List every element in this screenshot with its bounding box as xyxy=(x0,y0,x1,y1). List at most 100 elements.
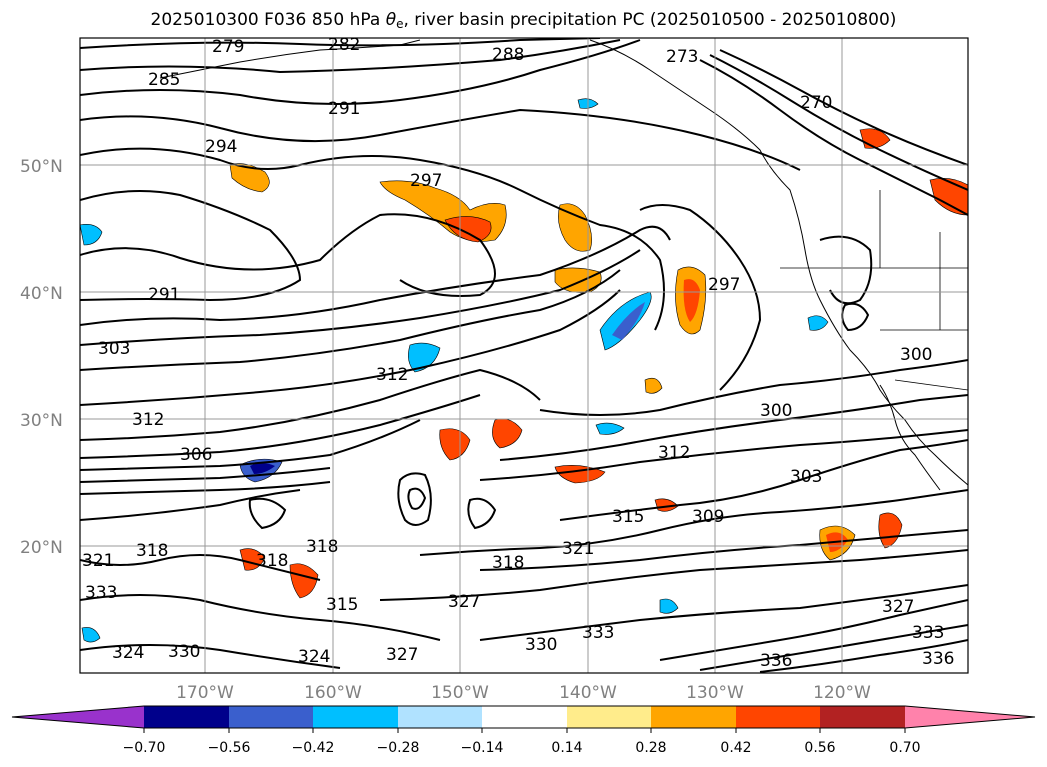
precip-shading xyxy=(80,98,968,643)
precip-patch xyxy=(558,203,592,252)
contour-label: 273 xyxy=(666,47,698,67)
map-border xyxy=(79,37,969,674)
precip-patch xyxy=(81,627,101,643)
lon-label: 150°W xyxy=(431,683,489,703)
contour-label: 318 xyxy=(136,541,168,561)
contour-line xyxy=(80,213,496,297)
contour-line xyxy=(759,639,968,673)
contour-line xyxy=(80,594,441,641)
colorbar-bin xyxy=(651,706,736,728)
colorbar-tick-label: −0.42 xyxy=(292,740,335,756)
contour-line xyxy=(407,487,427,510)
precip-patch xyxy=(644,377,663,394)
contour-label: 327 xyxy=(882,597,914,617)
contour-line xyxy=(659,599,968,661)
contour-line xyxy=(80,249,641,346)
contour-label: 312 xyxy=(132,410,164,430)
contour-line xyxy=(479,584,968,641)
lon-label: 130°W xyxy=(686,683,744,703)
contour-label: 285 xyxy=(148,70,180,90)
colorbar-tick-label: 0.42 xyxy=(720,740,751,756)
lat-label: 40°N xyxy=(20,284,63,304)
colorbar-tick-label: −0.28 xyxy=(377,740,420,756)
contour-line xyxy=(699,624,968,671)
contour-label: 282 xyxy=(328,35,360,55)
precip-patch xyxy=(878,512,903,549)
contour-label: 270 xyxy=(800,93,832,113)
contour-line xyxy=(467,497,497,530)
contour-label: 300 xyxy=(900,345,932,365)
contour-label: 309 xyxy=(692,507,724,527)
contour-label: 333 xyxy=(85,583,117,603)
contour-line xyxy=(379,549,968,601)
colorbar-tick-label: −0.14 xyxy=(461,740,504,756)
colorbar-bin xyxy=(229,706,314,728)
contour-label: 315 xyxy=(326,595,358,615)
colorbar-bin xyxy=(398,706,483,728)
precip-patch xyxy=(683,279,700,322)
contour-label: 291 xyxy=(328,99,360,119)
precip-patch xyxy=(595,422,625,435)
contour-line xyxy=(539,359,968,416)
lon-label: 120°W xyxy=(813,683,871,703)
map-content: 279 282 285 288 291 294 297 291 303 312 … xyxy=(80,35,968,673)
map-frame-bg xyxy=(80,38,968,673)
contour-line xyxy=(479,529,968,571)
map-title: 2025010300 F036 850 hPa θe, river basin … xyxy=(0,10,1047,31)
contour-line xyxy=(80,39,621,74)
colorbar-bin xyxy=(820,706,905,728)
contour-label: 318 xyxy=(256,551,288,571)
coastlines xyxy=(159,39,968,491)
title-prefix: 2025010300 F036 850 hPa xyxy=(150,10,386,30)
lat-label: 30°N xyxy=(20,411,63,431)
contour-label: 327 xyxy=(386,645,418,665)
contour-line xyxy=(80,289,621,406)
contour-label: 288 xyxy=(492,45,524,65)
contour-line xyxy=(248,497,287,530)
precip-patch xyxy=(408,342,441,373)
colorbar-over-arrow xyxy=(905,706,1035,728)
contour-label: 333 xyxy=(582,623,614,643)
contour-label: 330 xyxy=(525,635,557,655)
colorbar-bin xyxy=(736,706,821,728)
precip-patch xyxy=(289,563,319,599)
contour-line xyxy=(80,644,341,669)
lat-label: 20°N xyxy=(20,538,63,558)
lon-label: 170°W xyxy=(176,683,234,703)
contour-line xyxy=(80,269,621,371)
country-border xyxy=(894,379,968,391)
colorbar-tick-label: −0.56 xyxy=(208,740,251,756)
contour-label: 336 xyxy=(922,649,954,669)
contour-label: 294 xyxy=(205,137,237,157)
contour-label: 300 xyxy=(760,401,792,421)
gridlines xyxy=(80,38,968,673)
coastline-baja xyxy=(879,384,941,491)
colorbar-bin xyxy=(482,706,567,728)
contour-label: 315 xyxy=(612,507,644,527)
precip-patch xyxy=(444,216,492,243)
contour-labels: 279 282 285 288 291 294 297 291 303 312 … xyxy=(82,35,954,671)
contour-label: 327 xyxy=(448,592,480,612)
contour-line xyxy=(80,419,421,471)
contour-line xyxy=(499,394,968,461)
precip-patch xyxy=(439,428,471,461)
contour-label: 312 xyxy=(376,365,408,385)
contour-label: 321 xyxy=(562,539,594,559)
contour-label: 303 xyxy=(790,467,822,487)
contour-label: 303 xyxy=(98,339,130,359)
colorbar-ticks xyxy=(143,728,906,733)
precip-patch xyxy=(229,163,270,193)
contour-label: 336 xyxy=(760,651,792,671)
contour-line xyxy=(80,394,481,459)
precip-patch xyxy=(807,315,829,331)
contour-label: 279 xyxy=(212,37,244,57)
contour-line xyxy=(699,59,968,216)
lon-label: 140°W xyxy=(559,683,617,703)
title-theta: θ xyxy=(385,10,397,30)
contour-line xyxy=(719,49,968,166)
colorbar-bin xyxy=(144,706,229,728)
title-suffix: , river basin precipitation PC (20250105… xyxy=(403,10,897,30)
contour-label: 333 xyxy=(912,623,944,643)
contour-line xyxy=(419,489,968,556)
